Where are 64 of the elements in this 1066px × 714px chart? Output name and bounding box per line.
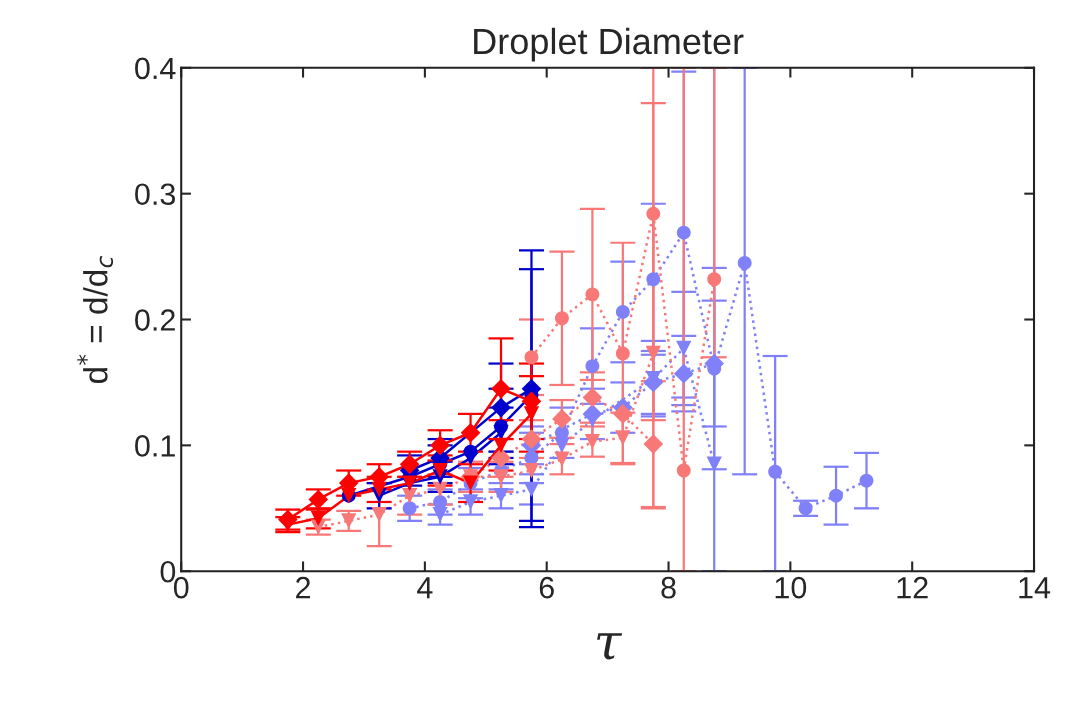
point (491, 448, 511, 468)
x-tick-label: 2 (296, 576, 311, 599)
point (676, 225, 691, 240)
point (584, 433, 601, 450)
point (523, 406, 540, 422)
point (491, 378, 511, 399)
point (524, 350, 539, 365)
point (432, 462, 448, 479)
point (646, 272, 661, 287)
point (371, 506, 387, 523)
point (493, 437, 509, 453)
point (493, 469, 509, 485)
point (645, 345, 661, 362)
point (402, 488, 418, 504)
point (615, 430, 631, 446)
point (613, 404, 633, 424)
x-tick-label: 4 (417, 577, 433, 599)
y-tick-label: 0.2 (135, 309, 175, 331)
point (829, 488, 843, 503)
point (582, 387, 603, 408)
point (402, 501, 417, 516)
x-tick-label: 6 (539, 576, 554, 599)
point (432, 481, 448, 498)
point (585, 359, 600, 374)
x-tick-label: 14 (1019, 577, 1051, 599)
point (523, 462, 540, 479)
x-tick-label: 10 (775, 576, 807, 599)
point (707, 272, 722, 287)
point (462, 450, 479, 466)
point (371, 481, 387, 498)
point (676, 340, 692, 357)
point (615, 305, 630, 319)
x-axis-title: τ (597, 633, 623, 660)
x-tick-label: 12 (897, 576, 928, 599)
point (554, 451, 570, 467)
chart-title: Droplet Diameter (474, 27, 744, 62)
point (646, 206, 661, 221)
y-axis-title: d$^{*}$ = d/d$_{c}$ (77, 255, 114, 384)
point (554, 311, 569, 326)
point (523, 481, 540, 498)
y-tick-label: 0.1 (135, 435, 175, 457)
point (521, 429, 542, 449)
point (432, 506, 448, 523)
point (798, 501, 813, 516)
point (585, 287, 600, 302)
point (341, 513, 357, 529)
point (676, 463, 691, 478)
point (859, 473, 874, 488)
point (491, 397, 511, 418)
y-tick-label: 0.4 (135, 57, 176, 80)
point (462, 494, 479, 510)
point (552, 409, 572, 429)
point (673, 363, 694, 384)
point (768, 464, 783, 479)
point (643, 434, 664, 454)
point (460, 422, 481, 443)
x-tick-label: 8 (661, 576, 676, 599)
point (430, 435, 450, 456)
point (554, 437, 570, 453)
y-tick-label: 0.3 (135, 183, 176, 206)
point (737, 255, 752, 270)
y-tick-label: 0 (160, 560, 176, 583)
point (615, 346, 630, 361)
point (433, 495, 448, 509)
